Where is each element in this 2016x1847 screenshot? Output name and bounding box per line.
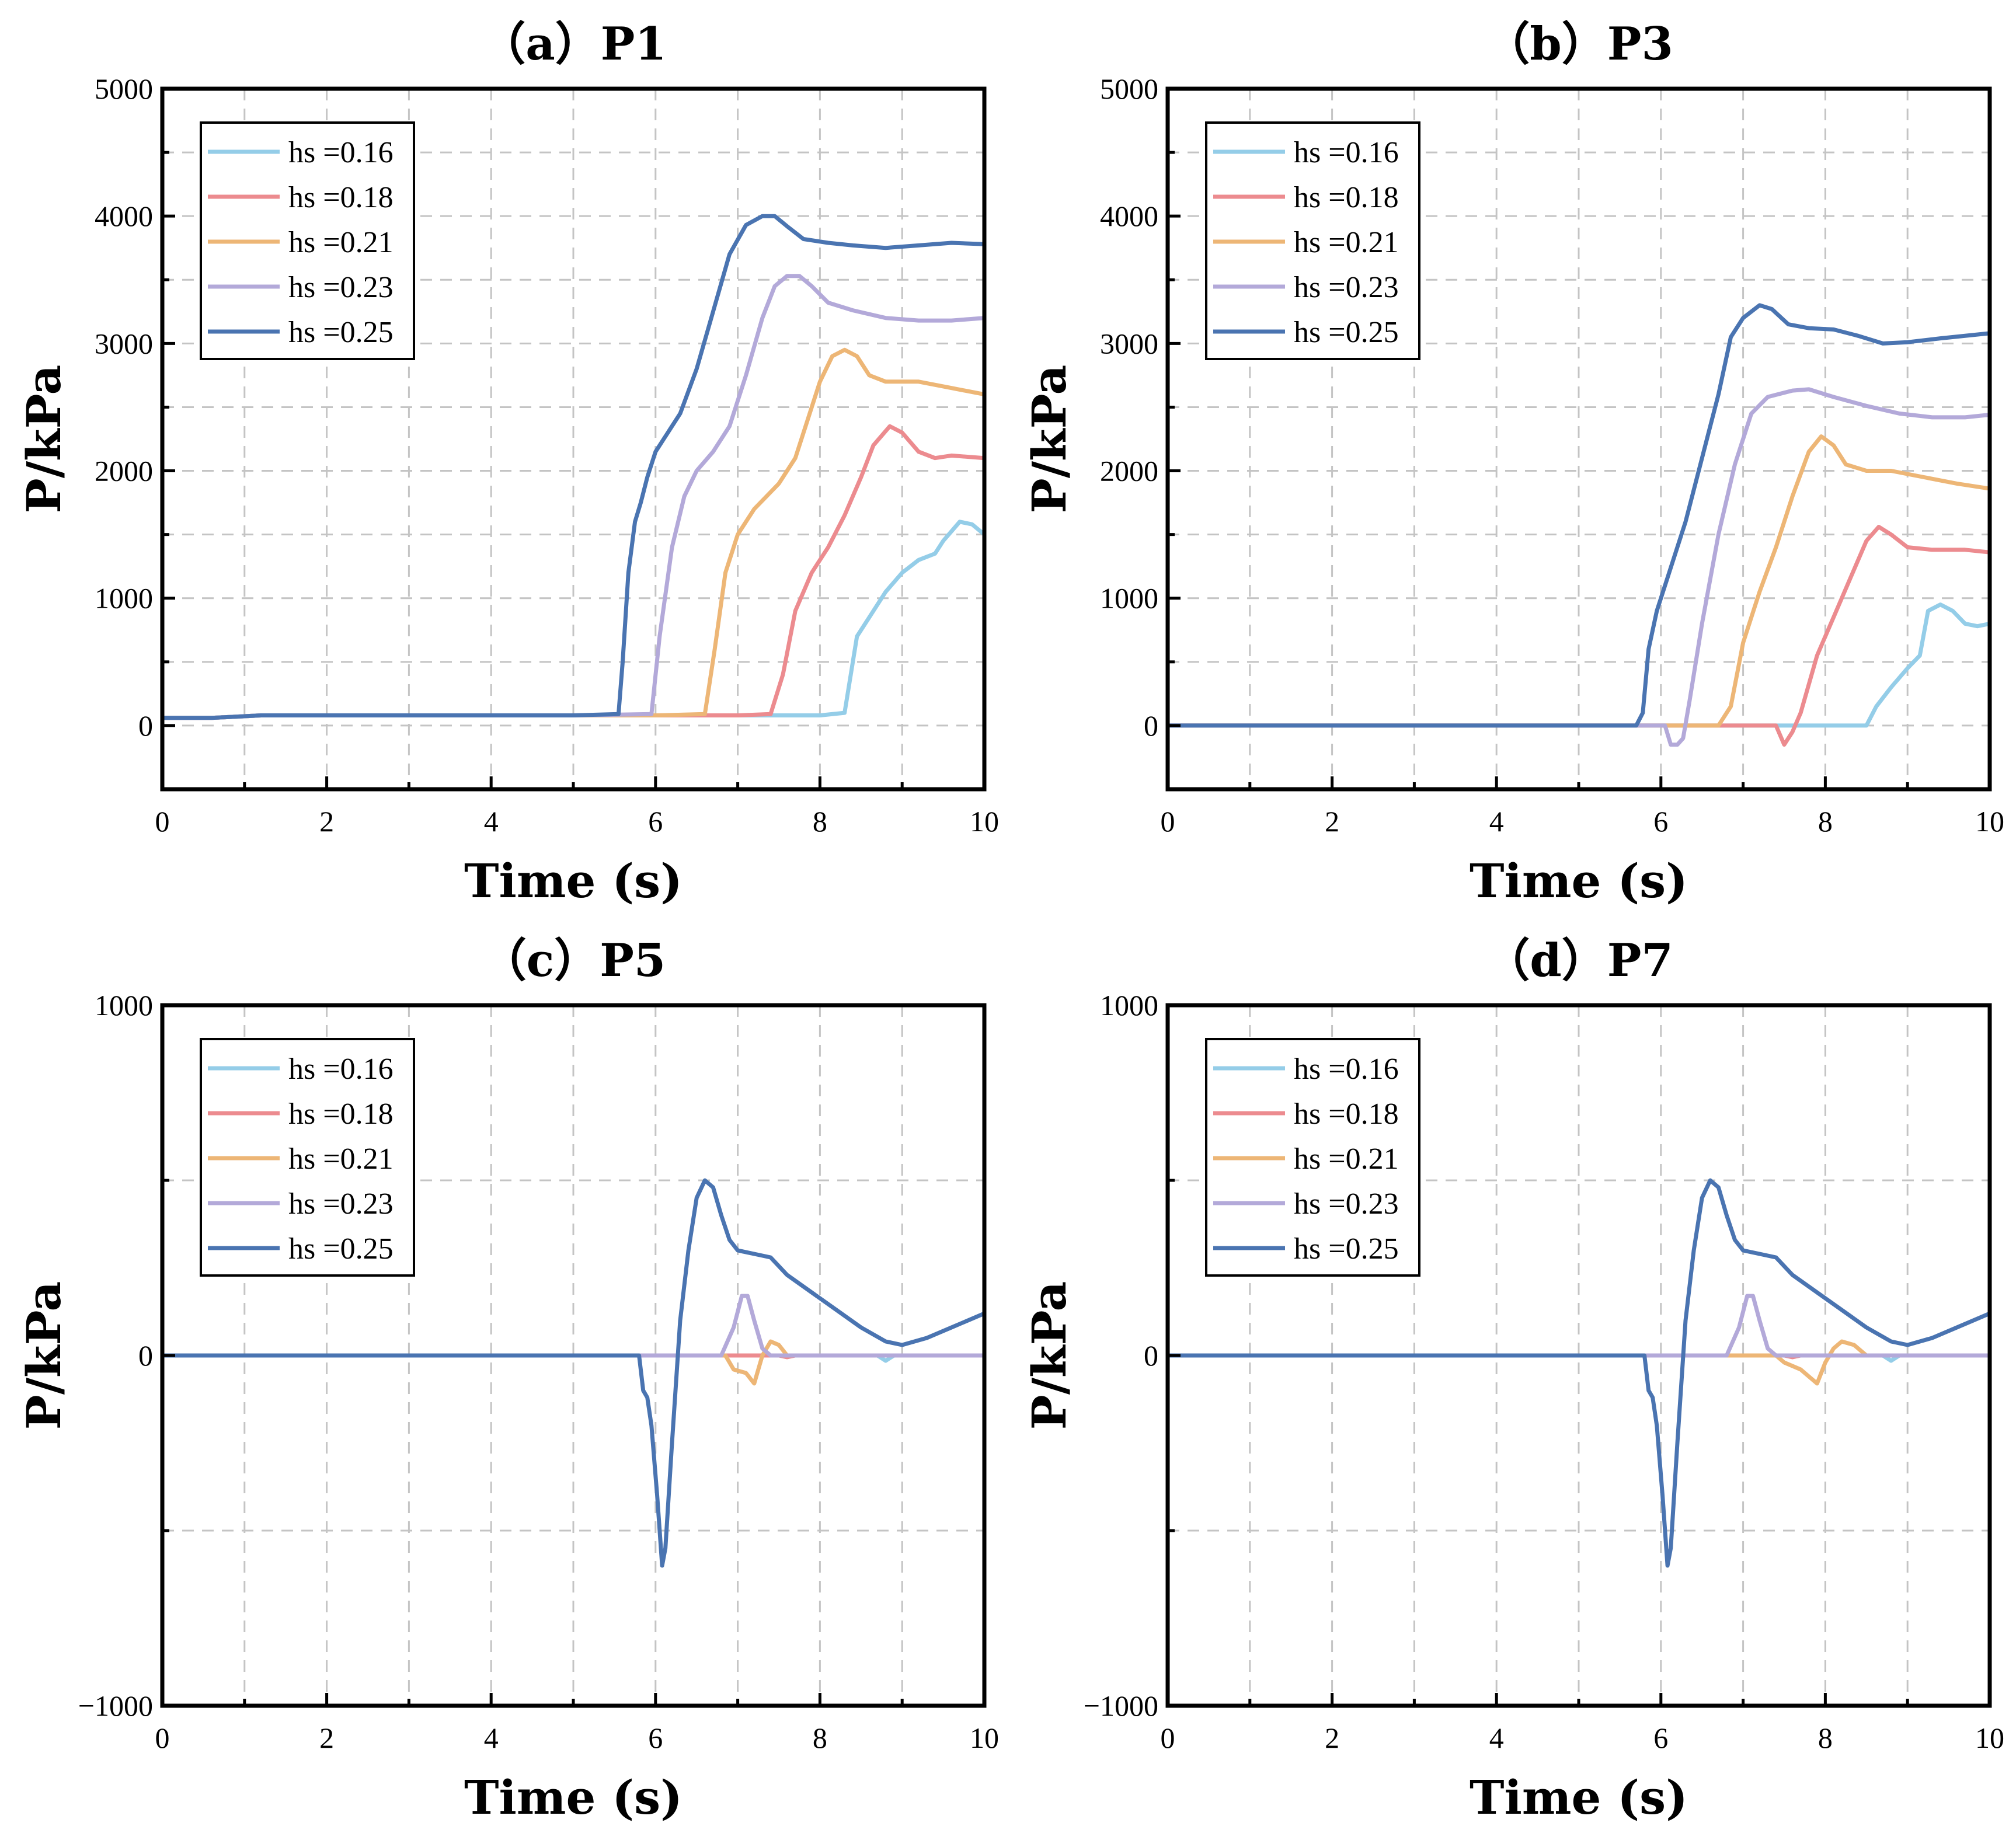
x-tick-label: 8 [813,1721,827,1754]
y-tick-label: 3000 [95,327,153,360]
y-tick-label: 1000 [1100,582,1158,615]
y-axis-label: P/kPa [1022,365,1077,514]
y-tick-label: 0 [138,1339,153,1372]
series-line-3 [160,1339,987,1386]
chart-title: （d）P7 [1484,934,1673,987]
chart-title: （b）P3 [1484,18,1673,71]
x-axis-label: Time (s) [464,853,683,908]
y-tick-label: 1000 [95,582,153,615]
y-tick-label: 5000 [95,72,153,105]
legend-label: hs =0.21 [1294,226,1399,259]
legend-label: hs =0.21 [1294,1142,1399,1176]
y-tick-label: 4000 [95,200,153,232]
x-tick-label: 6 [1653,1721,1668,1754]
x-axis-label: Time (s) [1470,1770,1688,1825]
legend-label: hs =0.18 [1294,181,1399,214]
series-line-4 [1165,1294,1992,1358]
x-tick-label: 8 [1818,1721,1833,1754]
x-tick-label: 0 [1161,1721,1175,1754]
legend-label: hs =0.18 [288,1097,394,1131]
x-tick-label: 4 [484,1721,499,1754]
legend: hs =0.16 hs =0.18 hs =0.21 hs =0.23 hs =0.25 [200,121,415,360]
x-tick-label: 8 [1818,805,1833,838]
x-tick-label: 2 [1325,805,1339,838]
y-tick-label: 4000 [1100,200,1158,232]
legend-label: hs =0.21 [288,1142,394,1176]
x-tick-label: 6 [648,805,663,838]
legend-label: hs =0.18 [288,181,394,214]
series-line-4 [160,1294,987,1358]
legend-label: hs =0.21 [288,226,394,259]
series-line-5 [1165,303,1992,728]
y-tick-label: 3000 [1100,327,1158,360]
x-tick-label: 10 [970,1721,999,1754]
series-line-5 [160,214,987,720]
y-axis-label: P/kPa [16,1281,71,1430]
x-tick-label: 10 [1975,805,2004,838]
legend-label: hs =0.25 [1294,1232,1399,1266]
series-line-5 [1165,1178,1992,1568]
chart-title: （c）P5 [481,934,666,987]
legend: hs =0.16 hs =0.18 hs =0.21 hs =0.23 hs =0.25 [200,1038,415,1277]
x-tick-label: 0 [1161,805,1175,838]
legend-label: hs =0.23 [288,271,394,304]
y-tick-label: 1000 [95,989,153,1022]
y-axis-label: P/kPa [16,365,71,514]
x-tick-label: 0 [155,1721,170,1754]
legend-label: hs =0.16 [1294,136,1399,169]
x-axis-label: Time (s) [1470,853,1688,908]
x-tick-label: 10 [1975,1721,2004,1754]
chart-panel-2: 0 2 4 6 8 10 0 1000 2000 3000 4000 5000 （b）P3 Time (s… [1022,18,2004,908]
series-line-5 [160,1178,987,1568]
legend-label: hs =0.16 [1294,1053,1399,1086]
legend-label: hs =0.16 [288,136,394,169]
x-tick-label: 6 [1653,805,1668,838]
y-axis-label: P/kPa [1022,1281,1077,1430]
gridlines [162,89,984,789]
legend-label: hs =0.25 [288,316,394,349]
legend: hs =0.16 hs =0.18 hs =0.21 hs =0.23 hs =0.25 [1205,1038,1420,1277]
y-tick-label: −1000 [78,1689,153,1722]
y-tick-label: 2000 [1100,455,1158,487]
series-line-3 [1165,434,1992,728]
chart-title: （a）P1 [480,18,666,71]
y-tick-label: 0 [1144,709,1158,742]
x-tick-label: 2 [319,805,334,838]
legend-label: hs =0.23 [1294,1187,1399,1221]
y-tick-label: 0 [1144,1339,1158,1372]
series-line-4 [1165,387,1992,747]
legend-label: hs =0.18 [1294,1097,1399,1131]
x-tick-label: 0 [155,805,170,838]
x-tick-label: 6 [648,1721,663,1754]
y-tick-label: 5000 [1100,72,1158,105]
legend-label: hs =0.16 [288,1053,394,1086]
legend-label: hs =0.23 [1294,271,1399,304]
legend-label: hs =0.25 [1294,316,1399,349]
series-line-3 [1165,1339,1992,1386]
legend-label: hs =0.23 [288,1187,394,1221]
x-tick-label: 2 [319,1721,334,1754]
y-tick-label: 1000 [1100,989,1158,1022]
x-tick-label: 10 [970,805,999,838]
y-tick-label: 0 [138,709,153,742]
x-tick-label: 4 [1489,805,1504,838]
x-tick-label: 2 [1325,1721,1339,1754]
chart-panel-1: 0 2 4 6 8 10 0 1000 2000 3000 4000 5000 （a）P1 Time (s… [16,18,999,908]
x-axis-label: Time (s) [464,1770,683,1825]
legend-box [1205,121,1420,360]
x-tick-label: 4 [1489,1721,1504,1754]
legend-label: hs =0.25 [288,1232,394,1266]
y-tick-label: −1000 [1084,1689,1158,1722]
x-tick-label: 8 [813,805,827,838]
y-tick-label: 2000 [95,455,153,487]
x-tick-label: 4 [484,805,499,838]
series-line-2 [1165,525,1992,747]
gridlines [162,1005,984,1706]
legend: hs =0.16 hs =0.18 hs =0.21 hs =0.23 hs =0.25 [1205,121,1420,360]
